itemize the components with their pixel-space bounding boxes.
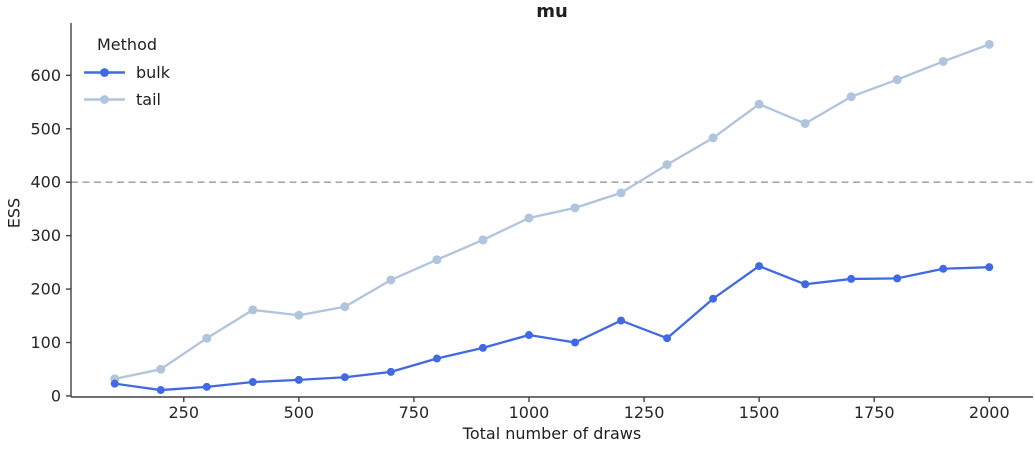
tail-line [113,43,991,380]
bulk-marker [340,373,349,382]
tail-marker [570,203,580,213]
tail-marker [892,75,902,85]
legend: Method bulk tail [84,35,170,113]
legend-item-bulk: bulk [84,59,170,86]
legend-item-tail-label: tail [136,90,161,109]
bulk-line [113,264,991,392]
tail-marker [294,310,304,320]
bulk-marker [478,343,487,352]
tail-marker [478,235,488,245]
tail-marker [754,99,764,109]
bulk-marker [524,331,533,340]
x-tick-label: 750 [399,403,430,422]
y-tick-label: 600 [30,66,61,85]
tail-marker [202,333,212,343]
bulk-marker [801,280,810,289]
bulk-marker [755,262,764,271]
tail-marker [708,133,718,143]
x-tick-label: 1000 [509,403,550,422]
legend-item-tail: tail [84,86,170,113]
y-tick-label: 500 [30,119,61,138]
x-tick-label: 1500 [739,403,780,422]
bulk-marker [294,375,303,384]
y-tick-label: 0 [51,386,61,405]
bulk-marker [985,263,994,272]
tail-marker [386,275,396,285]
tail-marker [156,364,166,374]
y-tick-label: 100 [30,333,61,352]
tail-marker [984,39,994,49]
x-tick-label: 2000 [969,403,1010,422]
bulk-marker [202,382,211,391]
bulk-marker [432,354,441,363]
x-tick-label: 250 [168,403,199,422]
y-axis-label: ESS [4,197,24,229]
bulk-marker [110,379,119,388]
bulk-swatch-marker [100,68,109,77]
bulk-marker [939,264,948,273]
bulk-marker [617,316,626,325]
y-tick-label: 400 [30,173,61,192]
tail-marker [432,255,442,265]
tail-marker [800,118,810,128]
tail-marker [846,92,856,102]
chart-title: mu [536,1,568,22]
tail-marker [662,160,672,170]
tail-swatch-marker [100,95,109,104]
bulk-marker [709,294,718,303]
series-bulk [110,262,994,395]
bulk-line-swatch [84,68,125,77]
legend-title: Method [97,35,158,54]
bulk-marker [663,334,672,343]
x-axis-label: Total number of draws [462,424,642,443]
bulk-marker [248,378,257,387]
x-tick-label: 500 [284,403,315,422]
bulk-marker [386,367,395,376]
tail-marker [524,213,534,223]
tail-marker [616,188,626,198]
y-tick-label: 200 [30,280,61,299]
bulk-marker [893,274,902,283]
bulk-marker [156,386,165,395]
series-tail [110,39,994,384]
y-tick-label: 300 [30,226,61,245]
tail-marker [340,302,350,312]
bulk-marker [847,274,856,283]
tail-marker [938,56,948,66]
x-tick-label: 1250 [624,403,665,422]
tail-line-swatch [84,95,125,104]
legend-item-bulk-label: bulk [136,63,171,82]
x-tick-label: 1750 [854,403,895,422]
tail-marker [248,305,258,315]
bulk-marker [571,338,580,347]
